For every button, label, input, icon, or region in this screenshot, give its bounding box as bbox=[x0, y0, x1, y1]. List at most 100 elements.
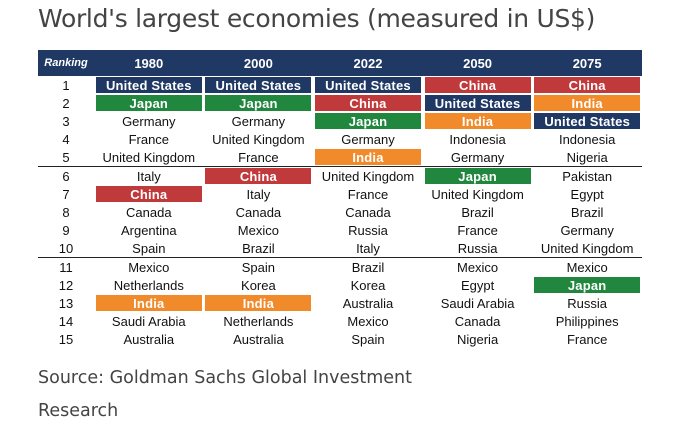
table-row: 3 Germany Germany Japan India United States bbox=[38, 112, 642, 130]
rank-cell: 14 bbox=[58, 313, 74, 329]
table-row: 4 France United Kingdom Germany Indonesia Ind… bbox=[38, 130, 642, 148]
country-cell: India bbox=[532, 94, 642, 112]
country-label: France bbox=[128, 131, 170, 147]
country-cell: France bbox=[204, 148, 314, 166]
country-label: United Kingdom bbox=[321, 168, 415, 184]
country-cell: Korea bbox=[204, 276, 314, 294]
header-year: 2050 bbox=[463, 55, 493, 71]
country-label: Argentina bbox=[120, 222, 177, 238]
country-label: Mexico bbox=[347, 313, 389, 329]
country-cell: Canada bbox=[423, 312, 533, 330]
chart-title: World's largest economies (measured in U… bbox=[38, 4, 596, 33]
country-cell: France bbox=[313, 185, 423, 203]
country-label: Egypt bbox=[460, 277, 495, 293]
country-cell: Indonesia bbox=[532, 130, 642, 148]
country-cell: Japan bbox=[94, 94, 204, 112]
country-label: Germany bbox=[560, 222, 614, 238]
country-label: India bbox=[314, 149, 421, 165]
country-label: Brazil bbox=[461, 204, 494, 220]
country-label: India bbox=[424, 113, 531, 129]
country-cell: Canada bbox=[94, 203, 204, 221]
country-label: Spain bbox=[351, 331, 385, 347]
table-row: 5 United Kingdom France India Germany Nigeria bbox=[38, 148, 642, 166]
country-cell: China bbox=[313, 94, 423, 112]
country-cell: United Kingdom bbox=[94, 148, 204, 166]
country-cell: Mexico bbox=[313, 312, 423, 330]
country-cell: India bbox=[204, 294, 314, 312]
group-divider bbox=[38, 257, 642, 258]
rank-cell: 10 bbox=[58, 240, 74, 256]
country-cell: Spain bbox=[204, 258, 314, 276]
country-label: Australia bbox=[342, 295, 394, 311]
country-cell: Australia bbox=[313, 294, 423, 312]
country-cell: Pakistan bbox=[532, 167, 642, 185]
header-year: 2022 bbox=[353, 55, 383, 71]
table-row: 1 United States United States United States… bbox=[38, 76, 642, 94]
country-cell: Egypt bbox=[532, 185, 642, 203]
country-cell: France bbox=[532, 330, 642, 348]
country-cell: Korea bbox=[313, 276, 423, 294]
country-label: China bbox=[95, 186, 202, 202]
country-label: United States bbox=[424, 95, 531, 111]
country-cell: Spain bbox=[94, 239, 204, 257]
economies-table: Ranking 1980 2000 2022 2050 2075 1 United Stat… bbox=[38, 50, 642, 348]
country-cell: Indonesia bbox=[423, 130, 533, 148]
country-label: Indonesia bbox=[558, 131, 616, 147]
table-row: 2 Japan Japan China United States India bbox=[38, 94, 642, 112]
country-label: Netherlands bbox=[223, 313, 294, 329]
country-cell: Egypt bbox=[423, 276, 533, 294]
country-cell: Netherlands bbox=[94, 276, 204, 294]
source-note: Source: Goldman Sachs Global Investment … bbox=[38, 368, 412, 421]
country-label: Canada bbox=[235, 204, 282, 220]
country-cell: Brazil bbox=[423, 203, 533, 221]
country-label: Brazil bbox=[351, 259, 385, 275]
country-cell: Saudi Arabia bbox=[423, 294, 533, 312]
country-label: France bbox=[347, 186, 389, 202]
country-label: Indonesia bbox=[449, 131, 506, 147]
country-label: China bbox=[534, 77, 641, 93]
group-divider bbox=[38, 166, 642, 167]
country-cell: United States bbox=[94, 76, 204, 94]
table-row: 10 Spain Brazil Italy Russia United Kingdom bbox=[38, 239, 642, 257]
country-label: Brazil bbox=[242, 240, 275, 256]
country-cell: Mexico bbox=[94, 258, 204, 276]
header-year: 2000 bbox=[243, 55, 273, 71]
header-year: 2075 bbox=[572, 55, 602, 71]
country-cell: Japan bbox=[204, 94, 314, 112]
country-cell: United States bbox=[313, 76, 423, 94]
country-label: Germany bbox=[341, 131, 395, 147]
country-label: Korea bbox=[350, 277, 386, 293]
country-label: Saudi Arabia bbox=[111, 313, 186, 329]
country-cell: China bbox=[423, 76, 533, 94]
country-cell: Nigeria bbox=[423, 330, 533, 348]
country-cell: Netherlands bbox=[204, 312, 314, 330]
country-label: China bbox=[205, 168, 312, 184]
rank-cell: 5 bbox=[62, 149, 70, 165]
rank-cell: 1 bbox=[62, 77, 70, 93]
country-label: Philippines bbox=[555, 313, 619, 329]
table-row: 14 Saudi Arabia Netherlands Mexico Canada Phi… bbox=[38, 312, 642, 330]
country-label: Italy bbox=[356, 240, 380, 256]
country-cell: Philippines bbox=[532, 312, 642, 330]
table-row: 11 Mexico Spain Brazil Mexico Mexico bbox=[38, 258, 642, 276]
country-label: India bbox=[95, 295, 202, 311]
country-cell: Brazil bbox=[313, 258, 423, 276]
country-label: Japan bbox=[424, 168, 531, 184]
country-label: France bbox=[457, 222, 498, 238]
country-label: Saudi Arabia bbox=[440, 295, 515, 311]
country-cell: Japan bbox=[423, 167, 533, 185]
country-cell: Germany bbox=[204, 112, 314, 130]
country-cell: United States bbox=[204, 76, 314, 94]
table-header: Ranking 1980 2000 2022 2050 2075 bbox=[38, 50, 642, 76]
country-label: Spain bbox=[241, 259, 276, 275]
country-label: Nigeria bbox=[566, 149, 608, 165]
country-label: United States bbox=[534, 113, 641, 129]
rank-cell: 4 bbox=[62, 131, 70, 147]
country-cell: Russia bbox=[313, 221, 423, 239]
country-cell: India bbox=[94, 294, 204, 312]
rank-cell: 12 bbox=[58, 277, 74, 293]
country-label: Pakistan bbox=[562, 168, 613, 184]
country-label: France bbox=[566, 331, 608, 347]
country-label: Brazil bbox=[570, 204, 604, 220]
country-label: Nigeria bbox=[456, 331, 499, 347]
